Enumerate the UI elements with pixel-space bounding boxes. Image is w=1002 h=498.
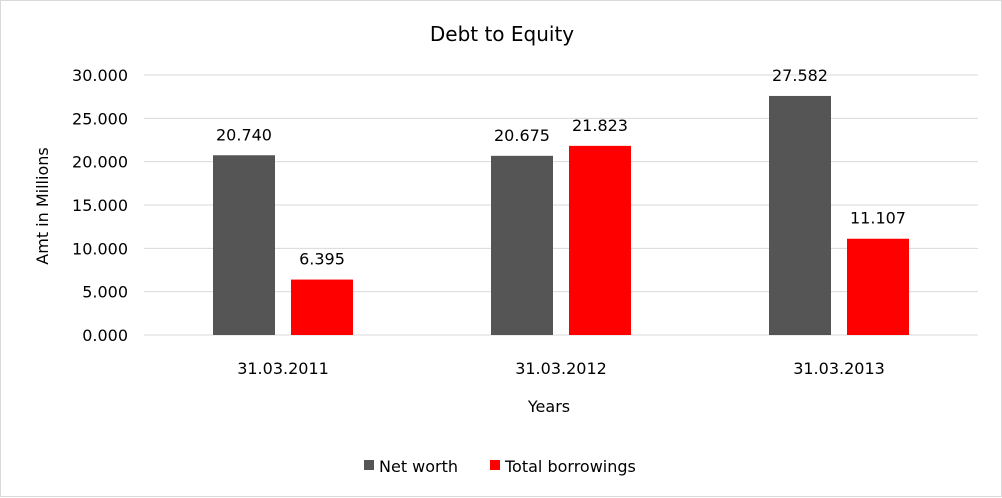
- y-tick-label: 10.000: [72, 239, 128, 258]
- y-tick-label: 25.000: [72, 109, 128, 128]
- legend: Net worth Total borrowings: [364, 457, 636, 476]
- data-label: 11.107: [850, 209, 906, 228]
- gridlines: [144, 74, 978, 336]
- x-tick-label: 31.03.2013: [793, 359, 885, 378]
- y-tick-label: 0.000: [82, 326, 128, 345]
- bar: [291, 279, 353, 335]
- data-label: 20.740: [216, 125, 272, 144]
- legend-swatch: [490, 460, 500, 470]
- y-axis-title: Amt in Millions: [33, 147, 52, 264]
- data-label: 20.675: [494, 126, 550, 145]
- bar: [847, 238, 909, 335]
- x-tick-label: 31.03.2011: [237, 359, 329, 378]
- bar: [213, 155, 275, 335]
- bar: [491, 155, 553, 335]
- data-label: 27.582: [772, 66, 828, 85]
- x-tick-label: 31.03.2012: [515, 359, 607, 378]
- data-labels: 20.740 6.395 20.675 21.823 27.582 11.107: [216, 66, 906, 269]
- bars: [213, 95, 909, 336]
- y-tick-label: 20.000: [72, 153, 128, 172]
- y-axis-ticks: 0.000 5.000 10.000 15.000 20.000 25.000 30.000: [72, 66, 128, 345]
- data-label: 6.395: [299, 250, 345, 269]
- x-axis-title: Years: [527, 397, 570, 416]
- y-tick-label: 5.000: [82, 283, 128, 302]
- bar: [769, 95, 831, 336]
- bar: [569, 145, 631, 335]
- y-tick-label: 30.000: [72, 66, 128, 85]
- legend-label: Net worth: [379, 457, 458, 476]
- legend-swatch: [364, 460, 374, 470]
- y-tick-label: 15.000: [72, 196, 128, 215]
- data-label: 21.823: [572, 116, 628, 135]
- legend-label: Total borrowings: [504, 457, 636, 476]
- x-axis-ticks: 31.03.2011 31.03.2012 31.03.2013: [237, 359, 885, 378]
- chart-title: Debt to Equity: [430, 22, 574, 46]
